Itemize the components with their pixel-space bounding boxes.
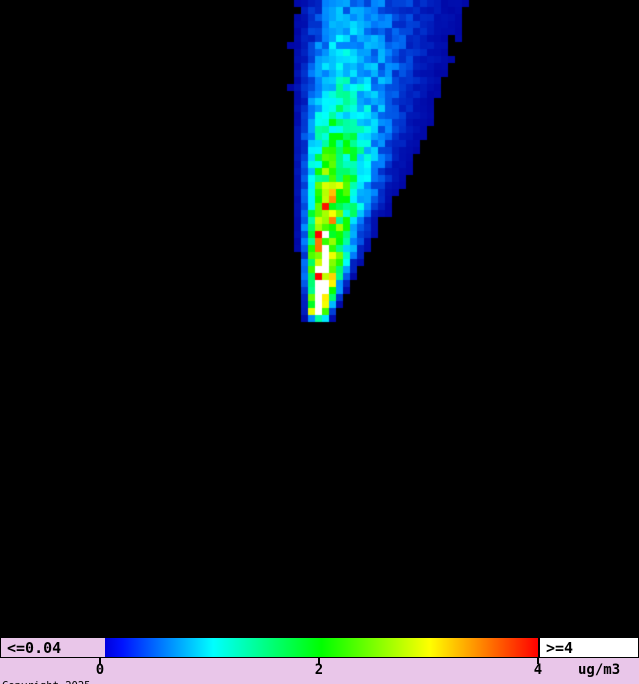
tick-label: 0 bbox=[95, 662, 105, 678]
copyright-text: Copyright 2025 Plume Plotter bbox=[2, 658, 91, 684]
legend-min-label: <=0.04 bbox=[7, 638, 62, 657]
tick-mark bbox=[318, 658, 320, 664]
legend-gradient-bar bbox=[105, 638, 538, 657]
legend-footer: Copyright 2025 Plume Plotter 0 2 4 ug/m3 bbox=[0, 658, 639, 684]
legend-max-box: >=4 bbox=[538, 638, 638, 657]
legend-max-label: >=4 bbox=[546, 638, 574, 657]
legend-colorbar: <=0.04 >=4 bbox=[0, 637, 639, 658]
legend-min-box: <=0.04 bbox=[1, 638, 105, 657]
unit-label: ug/m3 bbox=[578, 662, 621, 678]
plume-map-canvas bbox=[0, 0, 639, 637]
tick-label: 2 bbox=[314, 662, 324, 678]
tick-mark bbox=[99, 658, 101, 664]
tick-label: 4 bbox=[533, 662, 543, 678]
tick-mark bbox=[537, 658, 539, 664]
copyright-line-1: Copyright 2025 bbox=[2, 680, 91, 684]
